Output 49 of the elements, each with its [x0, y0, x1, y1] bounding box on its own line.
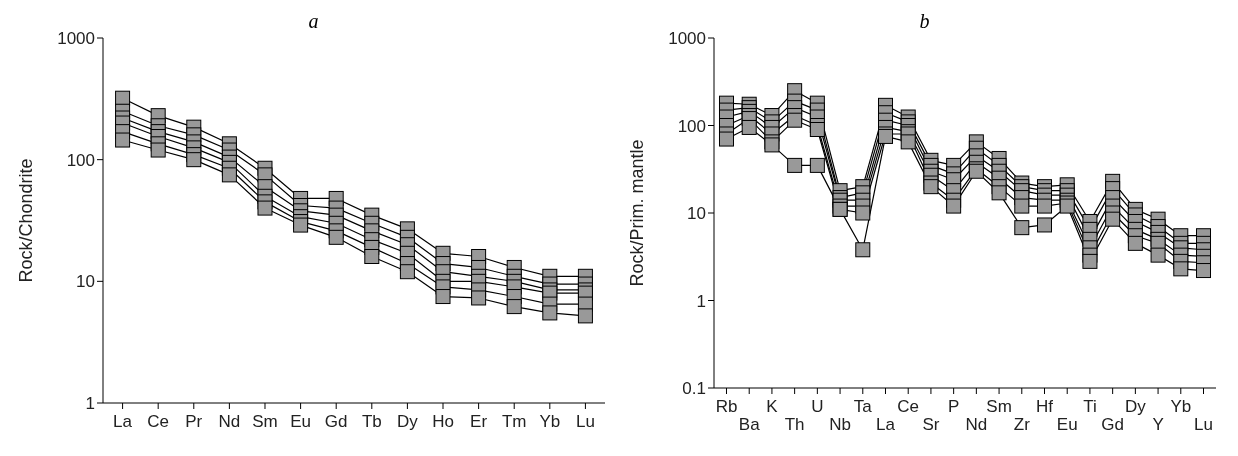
y-tick-label: 1 [85, 394, 95, 414]
x-tick-label: Ti [1083, 397, 1097, 416]
y-tick-label: 1000 [57, 29, 95, 49]
x-tick-label: Rb [715, 397, 738, 416]
x-tick-label: Sr [922, 415, 940, 434]
x-tick-label: Ba [738, 415, 761, 434]
y-axis-title: Rock/Prim. mantle [627, 139, 648, 287]
x-tick-label: Tm [501, 412, 527, 431]
x-tick-label: Ce [147, 412, 170, 431]
x-tick-label: Nd [965, 415, 988, 434]
y-tick-label: 10 [687, 204, 706, 224]
x-tick-label: La [113, 412, 133, 431]
x-tick-label: Zr [1013, 415, 1031, 434]
x-tick-label: Hf [1036, 397, 1054, 416]
chart-title: b [919, 10, 930, 32]
x-tick-label: Ho [432, 412, 454, 431]
x-tick-label: Pr [185, 412, 203, 431]
x-tick-label: U [811, 397, 824, 416]
y-tick-label: 100 [677, 116, 706, 136]
x-tick-label: Eu [290, 412, 311, 431]
x-tick-label: Gd [324, 412, 348, 431]
y-tick-label: 1000 [668, 29, 706, 49]
y-tick-label: 100 [66, 150, 95, 170]
y-tick-label: 0.1 [682, 379, 706, 399]
x-tick-label: Lu [575, 412, 595, 431]
x-tick-label: Eu [1056, 415, 1078, 434]
x-tick-label: K [766, 397, 779, 416]
x-tick-label: Dy [397, 412, 419, 431]
y-axis-title: Rock/Chondrite [16, 158, 37, 283]
x-tick-label: Nb [829, 415, 851, 434]
y-tick-label: 10 [76, 272, 95, 292]
x-tick-label: Y [1152, 415, 1164, 434]
x-tick-label: Yb [539, 412, 561, 431]
x-tick-label: Sm [986, 397, 1012, 416]
x-tick-label: Dy [1124, 397, 1147, 416]
x-tick-label: Sm [252, 412, 278, 431]
x-tick-label: La [876, 415, 896, 434]
x-tick-label: P [947, 397, 960, 416]
x-tick-label: Tb [361, 412, 382, 431]
x-tick-label: Gd [1101, 415, 1124, 434]
x-tick-label: Yb [1170, 397, 1192, 416]
x-tick-label: Nd [218, 412, 241, 431]
x-tick-label: Ta [853, 397, 873, 416]
x-tick-label: Lu [1194, 415, 1213, 434]
x-tick-label: Ce [897, 397, 920, 416]
y-tick-label: 1 [696, 291, 706, 311]
x-tick-label: Th [784, 415, 805, 434]
chart-title: a [308, 10, 319, 32]
x-tick-label: Er [470, 412, 488, 431]
